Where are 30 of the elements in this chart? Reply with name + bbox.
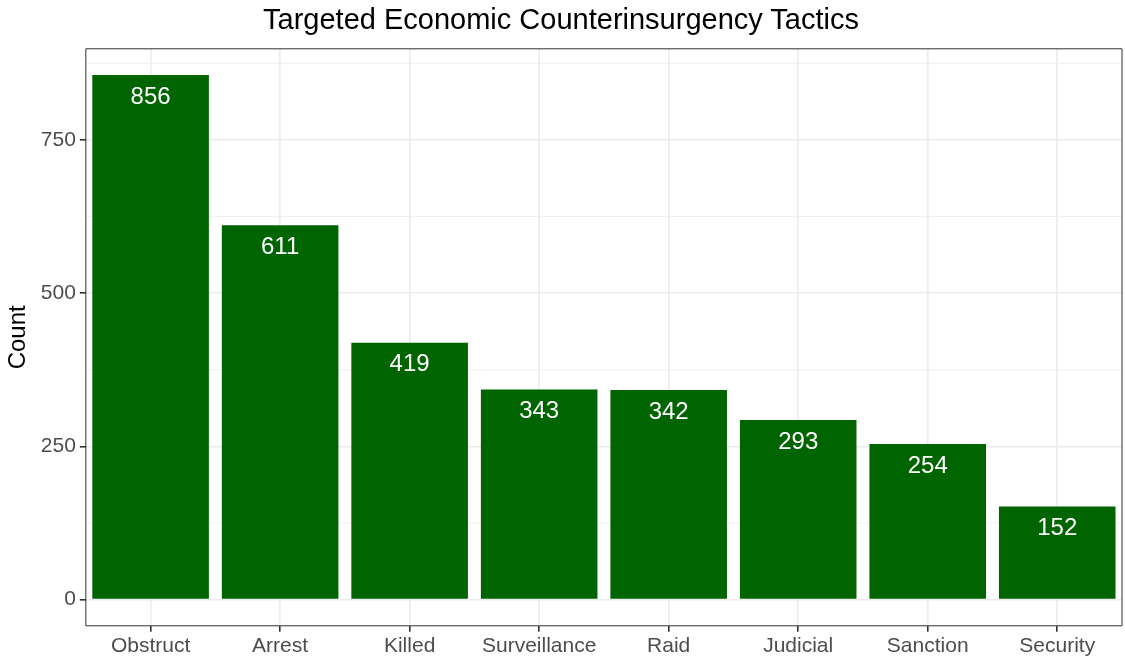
y-tick-label: 500: [40, 279, 76, 303]
x-tick-label: Arrest: [252, 633, 309, 657]
data-label: 254: [907, 450, 948, 478]
x-tick-label: Security: [1019, 633, 1096, 657]
bar: [610, 390, 727, 599]
bar: [351, 342, 468, 599]
bar: [92, 75, 209, 599]
data-label: 419: [389, 349, 430, 377]
y-tick-label: 0: [64, 586, 76, 610]
bar: [869, 443, 986, 599]
x-tick-label: Killed: [383, 633, 436, 657]
chart-title: Targeted Economic Counterinsurgency Tactics: [263, 3, 859, 36]
x-tick-label: Judicial: [763, 633, 834, 657]
x-tick-label: Obstruct: [110, 633, 191, 657]
y-tick-label: 750: [40, 126, 76, 150]
x-tick-label: Raid: [647, 633, 691, 657]
data-label: 293: [778, 426, 819, 454]
data-label: 343: [519, 396, 560, 424]
y-axis-title: Count: [3, 304, 31, 370]
data-label: 342: [648, 396, 689, 424]
x-tick-label: Surveillance: [481, 633, 597, 657]
bar: [998, 506, 1116, 599]
data-label: 152: [1037, 513, 1078, 541]
y-tick-label: 250: [40, 433, 76, 457]
bar: [480, 389, 598, 599]
x-tick-label: Sanction: [886, 633, 969, 657]
data-label: 856: [130, 81, 171, 109]
bar: [221, 225, 339, 599]
data-label: 611: [260, 231, 300, 259]
bar: [739, 420, 857, 599]
